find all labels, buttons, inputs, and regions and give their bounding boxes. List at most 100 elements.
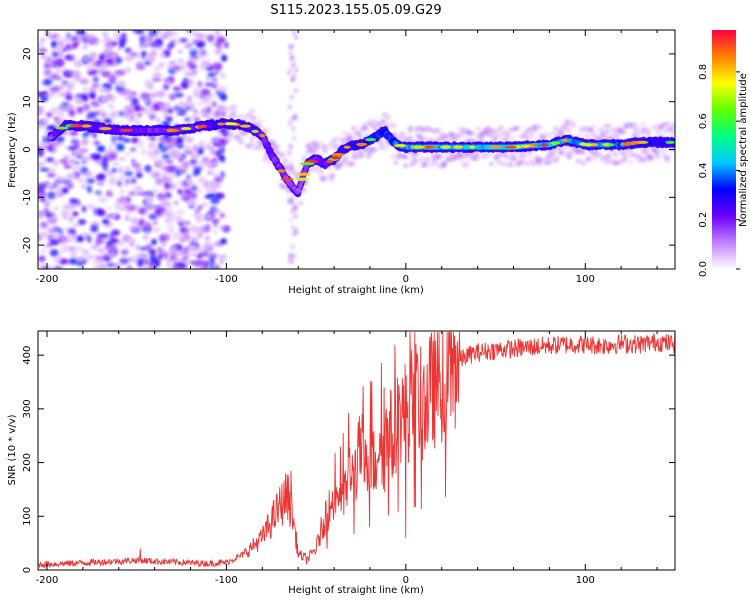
spectrogram-noise-cell <box>73 172 78 179</box>
spectrogram-peak-cell <box>583 143 592 147</box>
spectrogram-halo-cell <box>298 200 304 205</box>
spectrogram-halo-cell <box>335 165 341 170</box>
spectrogram-peak-cell <box>561 138 569 143</box>
spectrogram-halo-cell <box>231 113 237 118</box>
spectrogram-peak-cell <box>80 124 92 128</box>
colorbar-ticks: 0.0 0.2 0.4 0.6 0.8 <box>698 64 740 277</box>
spectrogram-noise-cell <box>127 191 137 196</box>
spectrogram-noise-cell <box>288 50 293 55</box>
spectrogram-halo-cell <box>251 116 257 121</box>
spectrogram-halo-cell <box>357 150 363 155</box>
spectrogram-halo-cell <box>432 159 438 164</box>
spectrogram-noise-cell <box>201 201 209 207</box>
spectrogram-noise-cell <box>76 256 85 262</box>
spectrogram-noise-cell <box>143 211 148 216</box>
spectrogram-noise-cell <box>145 165 152 173</box>
spectrogram-noise-cell <box>40 52 47 60</box>
spectrogram-halo-cell <box>249 136 255 141</box>
spectrogram-noise-cell <box>290 55 295 60</box>
spectrogram-peak-cell <box>622 142 633 146</box>
spectrogram-peak-cell <box>180 126 192 131</box>
spectrogram-peak-cell <box>411 145 426 149</box>
spectrogram-noise-cell <box>93 259 102 266</box>
spectrogram-x-tick-label: -200 <box>36 274 59 285</box>
spectrogram-noise-cell <box>288 161 293 166</box>
spectrogram-noise-cell <box>203 180 209 189</box>
spectrogram-noise-cell <box>207 105 212 114</box>
spectrogram-halo-cell <box>301 156 307 161</box>
spectrogram-noise-cell <box>214 30 221 38</box>
spectrogram-noise-cell <box>176 218 186 223</box>
spectrogram-halo-cell <box>408 128 414 133</box>
spectrogram-noise-cell <box>66 32 71 38</box>
spectrogram-noise-cell <box>291 62 296 67</box>
spectrogram-noise-cell <box>62 203 70 212</box>
spectrogram-noise-cell <box>83 39 89 44</box>
spectrogram-noise-cell <box>102 31 108 37</box>
spectrogram-x-tick-label: 100 <box>576 274 595 285</box>
spectrogram-noise-cell <box>174 92 184 98</box>
spectrogram-halo-cell <box>403 155 409 160</box>
spectrogram-noise-cell <box>291 136 296 141</box>
spectrogram-noise-cell <box>191 186 197 191</box>
snr-ticks: -200 -100 0 100 0 100 200 300 400 <box>22 331 675 586</box>
spectrogram-noise-cell <box>135 244 142 251</box>
spectrogram-noise-cell <box>168 70 177 75</box>
spectrogram-noise-cell <box>219 72 226 79</box>
spectrogram-noise-cell <box>293 228 298 233</box>
spectrogram-noise-cell <box>88 58 95 62</box>
spectrogram-noise-cell <box>207 170 214 175</box>
spectrogram-halo-cell <box>324 175 330 180</box>
spectrogram-frame <box>37 29 676 270</box>
spectrogram-halo-cell <box>498 126 504 131</box>
spectrogram-noise-cell <box>50 91 56 96</box>
spectrogram-halo-cell <box>580 161 586 166</box>
spectrogram-noise-cell <box>139 247 148 251</box>
spectrogram-halo-cell <box>519 159 525 164</box>
spectrogram-noise-cell <box>117 200 128 205</box>
spectrogram-noise-cell <box>43 79 53 86</box>
spectrogram-noise-cell <box>172 150 182 159</box>
spectrogram-noise-cell <box>200 112 207 116</box>
spectrogram-noise-cell <box>95 159 103 164</box>
spectrogram-halo-cell <box>390 154 396 159</box>
spectrogram-noise-cell <box>185 42 192 48</box>
spectrogram-noise-cell <box>139 40 144 46</box>
spectrogram-noise-cell <box>180 81 190 89</box>
spectrogram-x-tick-label: -100 <box>215 274 238 285</box>
spectrogram-noise-cell <box>90 100 100 107</box>
spectrogram-noise-cell <box>152 149 161 155</box>
spectrogram-noise-cell <box>172 86 182 92</box>
spectrogram-halo-cell <box>569 120 575 125</box>
spectrogram-noise-cell <box>210 264 219 268</box>
spectrogram-peak-cell <box>355 142 368 146</box>
spectrogram-noise-cell <box>287 105 292 110</box>
spectrogram-noise-cell <box>289 218 294 223</box>
spectrogram-noise-cell <box>213 60 220 66</box>
spectrogram-noise-cell <box>210 39 217 47</box>
spectrogram-halo-cell <box>554 156 560 161</box>
snr-x-tick-label: 0 <box>403 575 409 586</box>
spectrogram-noise-cell <box>189 63 197 70</box>
spectrogram-noise-cell <box>151 238 157 246</box>
snr-line <box>38 331 675 570</box>
spectrogram-noise-cell <box>187 95 192 102</box>
spectrogram-peak-cell <box>489 145 503 149</box>
spectrogram-halo-cell <box>322 145 328 150</box>
spectrogram-halo-cell <box>587 155 593 160</box>
spectrogram-noise-cell <box>122 88 132 96</box>
spectrogram-peak-cell <box>394 144 407 148</box>
spectrogram-noise-cell <box>72 41 78 49</box>
spectrogram-noise-cell <box>201 156 210 164</box>
spectrogram-noise-cell <box>134 117 141 125</box>
spectrogram-halo-cell <box>445 135 451 140</box>
spectrogram-noise-cell <box>290 225 295 230</box>
spectrogram-noise-cell <box>62 210 70 216</box>
spectrogram-noise-cell <box>218 259 225 264</box>
spectrogram-noise-cell <box>76 235 85 242</box>
spectrogram-noise-cell <box>100 112 108 118</box>
spectrogram-noise-cell <box>156 255 162 261</box>
spectrogram-halo-cell <box>380 119 386 124</box>
spectrogram-halo-cell <box>469 131 475 136</box>
spectrogram-peak-cell <box>165 128 180 132</box>
